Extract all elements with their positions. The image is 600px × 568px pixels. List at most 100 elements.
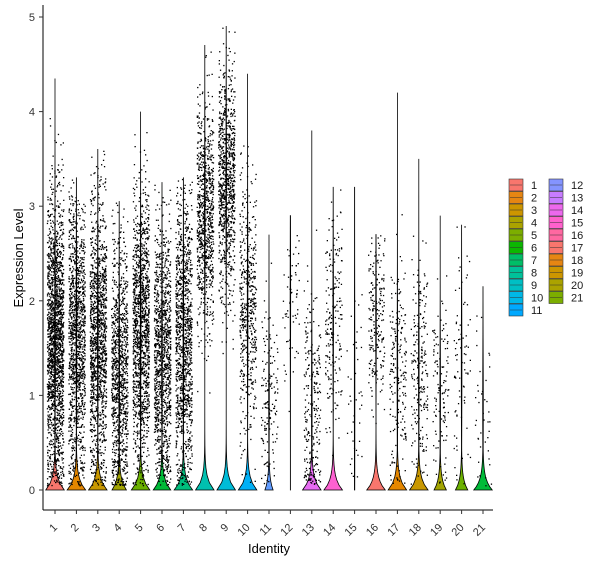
point-cluster-4 <box>127 395 129 397</box>
point-cluster-1 <box>47 482 49 485</box>
point-cluster-2 <box>80 347 82 349</box>
point-cluster-3 <box>91 358 93 360</box>
point-cluster-1 <box>59 364 61 366</box>
point-cluster-2 <box>76 259 79 261</box>
point-cluster-1 <box>51 404 53 406</box>
point-cluster-1 <box>54 336 56 338</box>
point-cluster-2 <box>74 319 76 321</box>
point-cluster-1 <box>48 328 50 330</box>
point-cluster-4 <box>115 360 117 363</box>
point-cluster-1 <box>57 320 60 322</box>
point-cluster-3 <box>98 425 100 427</box>
point-cluster-3 <box>98 320 100 322</box>
point-cluster-3 <box>91 241 93 243</box>
point-cluster-1 <box>60 308 63 310</box>
point-cluster-1 <box>57 395 59 397</box>
point-cluster-1 <box>59 393 61 395</box>
point-cluster-1 <box>46 222 49 225</box>
point-cluster-2 <box>69 376 71 379</box>
point-cluster-2 <box>78 287 80 289</box>
point-cluster-2 <box>76 360 78 362</box>
point-cluster-2 <box>72 372 74 375</box>
point-cluster-2 <box>70 478 72 480</box>
point-cluster-4 <box>111 321 113 324</box>
point-cluster-2 <box>72 278 74 280</box>
point-cluster-1 <box>46 408 49 410</box>
point-cluster-4 <box>112 416 114 418</box>
point-cluster-3 <box>102 277 105 279</box>
point-cluster-2 <box>77 357 79 359</box>
point-cluster-1 <box>50 333 52 335</box>
point-cluster-1 <box>57 422 59 424</box>
point-cluster-3 <box>97 338 99 340</box>
point-cluster-3 <box>102 337 104 339</box>
point-cluster-1 <box>51 344 53 346</box>
point-cluster-1 <box>60 352 62 354</box>
point-cluster-1 <box>51 367 53 369</box>
point-cluster-3 <box>100 176 102 178</box>
point-cluster-2 <box>74 437 76 439</box>
point-cluster-3 <box>89 339 92 341</box>
point-cluster-1 <box>60 290 62 292</box>
point-cluster-1 <box>56 380 58 383</box>
point-cluster-1 <box>63 279 65 281</box>
point-cluster-3 <box>105 289 107 292</box>
point-cluster-1 <box>58 449 61 451</box>
point-cluster-4 <box>118 385 120 387</box>
point-cluster-1 <box>49 456 51 458</box>
point-cluster-4 <box>116 343 118 346</box>
point-cluster-4 <box>111 287 114 289</box>
point-cluster-1 <box>52 396 54 399</box>
point-cluster-3 <box>102 301 105 303</box>
point-cluster-3 <box>99 387 101 389</box>
point-cluster-1 <box>62 451 64 453</box>
point-cluster-4 <box>117 481 119 484</box>
point-cluster-1 <box>61 413 63 416</box>
point-cluster-3 <box>103 330 105 333</box>
point-cluster-4 <box>118 335 120 337</box>
point-cluster-2 <box>82 313 84 316</box>
point-cluster-2 <box>83 325 85 327</box>
point-cluster-3 <box>96 292 98 294</box>
point-cluster-2 <box>69 375 71 377</box>
point-cluster-4 <box>111 262 114 265</box>
point-cluster-3 <box>102 225 104 227</box>
point-cluster-4 <box>118 469 120 471</box>
point-cluster-2 <box>77 411 79 413</box>
point-cluster-1 <box>52 321 55 323</box>
point-cluster-4 <box>125 357 127 359</box>
point-cluster-3 <box>105 381 107 383</box>
point-cluster-4 <box>116 429 118 431</box>
point-cluster-1 <box>53 373 55 376</box>
point-cluster-2 <box>68 341 71 343</box>
point-cluster-1 <box>47 282 49 284</box>
point-cluster-4 <box>123 208 125 210</box>
point-cluster-1 <box>57 351 60 353</box>
point-cluster-1 <box>56 408 58 410</box>
point-cluster-1 <box>54 273 56 275</box>
point-cluster-3 <box>102 333 104 335</box>
point-cluster-2 <box>78 307 80 309</box>
point-cluster-1 <box>50 186 52 188</box>
point-cluster-2 <box>75 283 77 285</box>
point-cluster-3 <box>101 340 104 343</box>
point-cluster-1 <box>48 228 51 230</box>
point-cluster-1 <box>60 365 62 368</box>
point-cluster-1 <box>58 429 61 432</box>
point-cluster-2 <box>70 282 73 285</box>
point-cluster-1 <box>57 437 60 440</box>
point-cluster-4 <box>121 336 124 339</box>
point-cluster-2 <box>75 359 77 361</box>
point-cluster-3 <box>101 343 103 346</box>
point-cluster-3 <box>105 275 107 277</box>
point-cluster-1 <box>57 402 60 404</box>
point-cluster-1 <box>50 387 52 389</box>
point-cluster-3 <box>95 462 97 464</box>
point-cluster-1 <box>59 432 61 434</box>
point-cluster-3 <box>103 271 105 274</box>
point-cluster-2 <box>83 365 86 368</box>
point-cluster-3 <box>103 340 105 342</box>
point-cluster-1 <box>50 321 52 323</box>
point-cluster-4 <box>112 413 115 415</box>
point-cluster-1 <box>51 294 53 296</box>
